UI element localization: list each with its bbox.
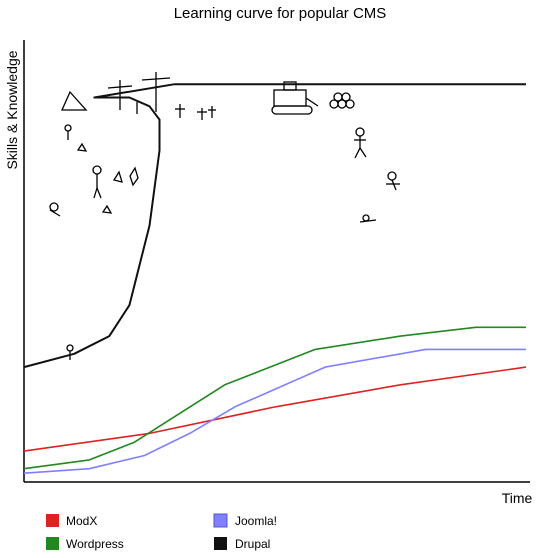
series-line-drupal — [23, 83, 526, 369]
series-layer — [23, 83, 527, 474]
legend-label-joomla: Joomla! — [235, 514, 277, 528]
legend-item-wordpress: Wordpress — [46, 537, 124, 551]
legend-item-modx: ModX — [46, 514, 97, 528]
legend-item-drupal: Drupal — [214, 537, 270, 551]
series-line-wordpress — [23, 326, 526, 470]
legend-swatch-modx — [46, 514, 59, 527]
x-axis-label: Time — [502, 490, 533, 506]
doodle-stick-figures-icon — [49, 124, 400, 360]
doodle-logs-icon — [329, 92, 355, 109]
legend: ModX Wordpress Joomla! Drupal — [46, 513, 277, 551]
legend-swatch-drupal — [214, 537, 227, 550]
doodle-crosses-icon — [175, 104, 216, 120]
doodle-rocks-icon — [76, 142, 139, 214]
legend-swatch-wordpress — [46, 537, 59, 550]
chart-title: Learning curve for popular CMS — [174, 5, 387, 22]
legend-label-wordpress: Wordpress — [66, 537, 124, 551]
cliff-doodle — [49, 72, 400, 360]
series-line-modx — [23, 366, 527, 452]
doodle-bulldozer-icon — [271, 81, 319, 115]
y-axis-label: Skills & Knowledge — [4, 50, 20, 169]
doodle-house-icon — [60, 90, 88, 111]
doodle-power-pole-icon — [107, 72, 171, 114]
legend-label-modx: ModX — [66, 514, 97, 528]
legend-item-joomla: Joomla! — [213, 513, 277, 528]
legend-swatch-joomla — [213, 513, 228, 528]
series-line-joomla — [23, 348, 526, 474]
legend-label-drupal: Drupal — [235, 537, 270, 551]
